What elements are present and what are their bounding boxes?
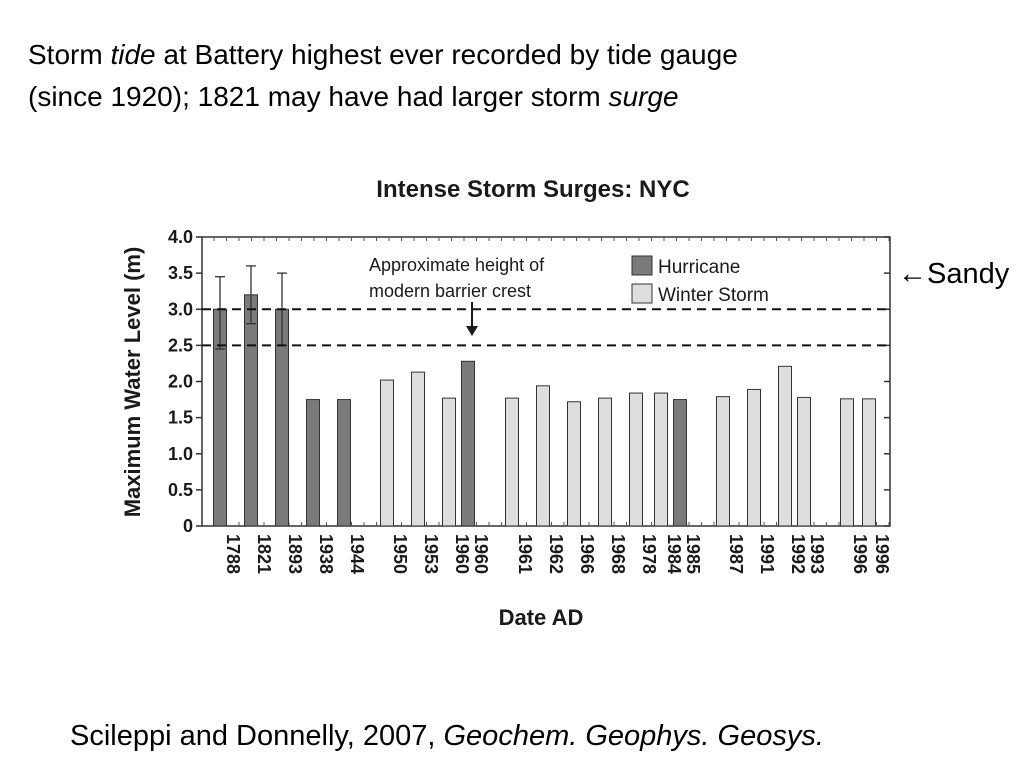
bar-1944 (337, 399, 351, 527)
y-tick-label: 4.0 (168, 227, 193, 247)
heading-line-1: Storm tide at Battery highest ever recor… (28, 39, 738, 70)
x-category-label: 1966 (577, 534, 597, 574)
bar-1996 (840, 398, 854, 527)
y-axis-label: Maximum Water Level (m) (120, 247, 145, 518)
x-category-label: 1991 (757, 534, 777, 574)
bar-1938 (306, 399, 320, 527)
x-category-label: 1950 (390, 534, 410, 574)
bar-1950 (380, 379, 394, 527)
x-category-label: 1978 (639, 534, 659, 574)
bar-1953 (411, 371, 425, 527)
y-tick-label: 3.5 (168, 263, 193, 283)
bar-1987 (716, 396, 730, 527)
bar-1966 (567, 401, 581, 527)
bar-1968 (598, 397, 612, 527)
y-tick-label: 2.0 (168, 372, 193, 392)
x-category-label: 1788 (223, 534, 243, 574)
chart-title: Intense Storm Surges: NYC (376, 176, 689, 203)
y-tick-label: 2.5 (168, 335, 193, 355)
legend: Hurricane Winter Storm (631, 255, 769, 306)
x-category-label: 1961 (515, 534, 535, 574)
bar-1984 (654, 392, 668, 527)
x-category-label: 1987 (726, 534, 746, 574)
bar-1960 (461, 360, 475, 527)
x-category-label: 1944 (347, 534, 367, 574)
sandy-label: Sandy (927, 258, 1010, 290)
legend-swatch-winter-storm (631, 283, 653, 304)
x-category-label: 1893 (285, 534, 305, 574)
sandy-annotation: ←Sandy (898, 256, 1009, 292)
y-tick-label: 0.5 (168, 480, 193, 500)
left-arrow-icon: ← (898, 258, 927, 290)
citation: Scileppi and Donnelly, 2007, Geochem. Ge… (70, 720, 824, 752)
x-category-label: 1960 (471, 534, 491, 574)
x-category-label: 1821 (254, 534, 274, 574)
bar-1978 (629, 392, 643, 527)
legend-swatch-hurricane (631, 255, 653, 276)
x-category-label: 1993 (807, 534, 827, 574)
barrier-note-arrow (466, 302, 478, 336)
bar-1821 (244, 294, 258, 527)
legend-label-hurricane: Hurricane (658, 257, 740, 278)
heading-line-2: (since 1920); 1821 may have had larger s… (28, 81, 679, 112)
bar-1961 (505, 397, 519, 527)
bar-1985 (673, 399, 687, 527)
legend-label-winter-storm: Winter Storm (658, 285, 769, 306)
y-tick-label: 1.0 (168, 444, 193, 464)
x-category-label: 1984 (664, 534, 684, 574)
bar-1960 (442, 397, 456, 527)
x-category-label: 1992 (788, 534, 808, 574)
x-category-label: 1960 (452, 534, 472, 574)
x-category-label: 1996 (850, 534, 870, 574)
x-category-label: 1968 (608, 534, 628, 574)
bar-1993 (797, 396, 811, 527)
slide-heading: Storm tide at Battery highest ever recor… (28, 34, 988, 118)
x-category-label: 1985 (683, 534, 703, 574)
bar-1991 (747, 388, 761, 527)
plot-area: 0 0.5 1.0 1.5 2.0 2.5 3.0 3.5 4.0 1788 1821 1893 193… (168, 227, 892, 574)
y-tick-label: 0 (183, 516, 193, 536)
x-category-label: 1953 (421, 534, 441, 574)
bar-1962 (536, 385, 550, 527)
bar-1992 (778, 365, 792, 527)
x-category-label: 1996 (872, 534, 892, 574)
barrier-note-line-2: modern barrier crest (369, 281, 531, 301)
y-tick-label: 3.0 (168, 299, 193, 319)
barrier-note-line-1: Approximate height of (369, 255, 545, 275)
x-category-label: 1962 (546, 534, 566, 574)
x-category-label: 1938 (316, 534, 336, 574)
bar-1996 (862, 398, 876, 527)
x-axis-label: Date AD (499, 605, 584, 630)
y-tick-label: 1.5 (168, 408, 193, 428)
